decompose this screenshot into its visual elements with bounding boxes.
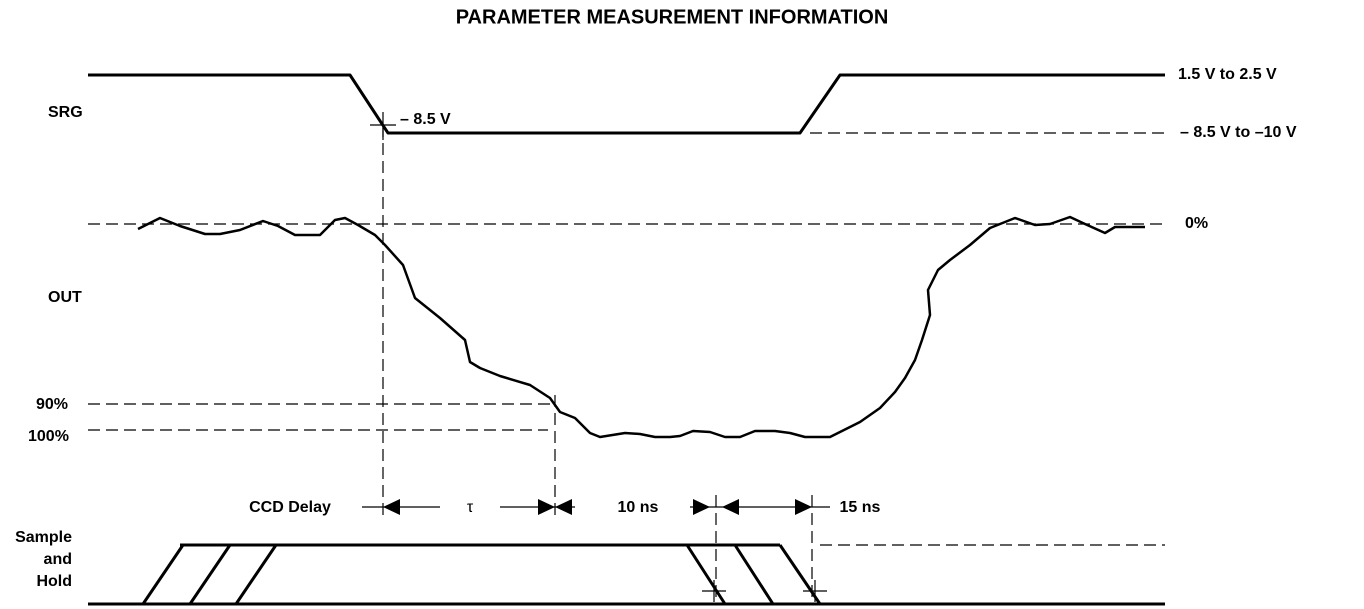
ccd-delay-label: CCD Delay <box>249 499 331 516</box>
sh-label: Sample <box>15 529 72 546</box>
srg-waveform <box>88 73 1165 135</box>
srg-high-level: 1.5 V to 2.5 V <box>1178 66 1277 83</box>
out-waveform <box>137 215 1145 439</box>
interval-2-label: 15 ns <box>840 499 881 516</box>
level-100: 100% <box>28 428 69 445</box>
zero-level: 0% <box>1185 215 1208 232</box>
title: PARAMETER MEASUREMENT INFORMATION <box>456 6 889 28</box>
sh-waveform <box>88 543 1165 606</box>
srg-low-level: – 8.5 V to –10 V <box>1180 124 1297 141</box>
interval-1-label: 10 ns <box>618 499 659 516</box>
srg-label: SRG <box>48 104 83 121</box>
arrowheads <box>383 499 812 515</box>
sh-label: and <box>44 551 72 568</box>
sh-label: Hold <box>36 573 72 590</box>
out-label: OUT <box>48 289 82 306</box>
tau-label: τ <box>467 499 474 516</box>
level-90: 90% <box>36 396 68 413</box>
crosshair <box>702 580 827 602</box>
srg-marker: – 8.5 V <box>400 111 451 128</box>
